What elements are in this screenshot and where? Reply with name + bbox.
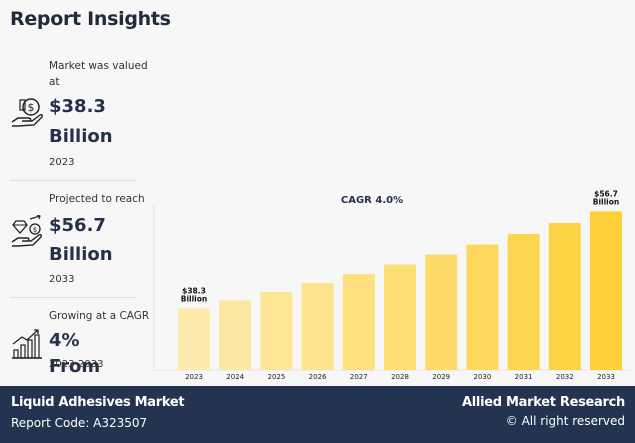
x-tick-label: 2033 (597, 373, 615, 381)
bar-2027 (342, 274, 375, 370)
footer: Liquid Adhesives Market Report Code: A32… (0, 386, 635, 443)
divider (10, 297, 136, 298)
divider (10, 180, 136, 181)
bar-2023 (178, 308, 210, 370)
diamond-hand-icon: $ (11, 215, 42, 247)
x-tick-label: 2028 (391, 373, 409, 381)
footer-report-code: Report Code: A323507 (11, 416, 148, 430)
stat-period: 2033 (49, 274, 75, 285)
stat-label: Growing at a CAGR (49, 310, 150, 322)
x-tick-label: 2032 (556, 373, 574, 381)
chart-title: CAGR 4.0% (341, 195, 403, 206)
x-tick-label: 2026 (309, 373, 327, 381)
bar-2031 (507, 234, 540, 370)
stat-period: 2023 (49, 157, 75, 168)
x-tick-label: 2024 (226, 373, 244, 381)
stat-value: $38.3 (49, 96, 106, 117)
stat-unit: Billion (49, 126, 113, 147)
stat-value: $56.7 (49, 215, 106, 236)
data-label: Billion (593, 197, 620, 206)
x-tick-label: 2023 (185, 373, 203, 381)
stat-value: 4% From (49, 330, 101, 377)
x-tick-label: 2025 (267, 373, 285, 381)
growth-chart-icon (12, 329, 42, 359)
bar-2026 (301, 283, 334, 370)
bar-2029 (425, 254, 458, 370)
svg-text:$: $ (33, 226, 37, 234)
x-tick-label: 2027 (350, 373, 368, 381)
bar-2028 (384, 264, 416, 370)
bar-2032 (548, 222, 581, 370)
footer-rights: © All right reserved (505, 414, 625, 428)
bar-2024 (219, 300, 252, 370)
page-title: Report Insights (10, 8, 171, 30)
money-hand-icon: $ (11, 98, 43, 127)
stat-unit: Billion (49, 244, 113, 265)
svg-text:$: $ (28, 101, 35, 114)
stat-label: Market was valued at (49, 60, 148, 88)
x-tick-label: 2030 (473, 373, 491, 381)
footer-market-name: Liquid Adhesives Market (11, 395, 185, 410)
bar-2030 (466, 244, 499, 370)
stat-market-value: Market was valued at $ $38.3 Billion 202… (10, 58, 148, 178)
bar-2025 (260, 291, 293, 370)
bar-2033 (590, 211, 622, 370)
x-tick-label: 2029 (432, 373, 450, 381)
x-tick-label: 2031 (515, 373, 533, 381)
stat-cagr: Growing at a CAGR 4% From 2023-2033 (10, 308, 149, 378)
data-label: $38.3 (182, 286, 206, 295)
stat-period: 2023-2033 (49, 359, 104, 370)
footer-brand: Allied Market Research (462, 395, 625, 410)
stat-projected-value: Projected to reach $ $56.7 Billion 2033 (10, 191, 145, 291)
data-label: Billion (181, 294, 208, 303)
stat-label: Projected to reach (49, 193, 145, 205)
data-label: $56.7 (594, 190, 618, 198)
